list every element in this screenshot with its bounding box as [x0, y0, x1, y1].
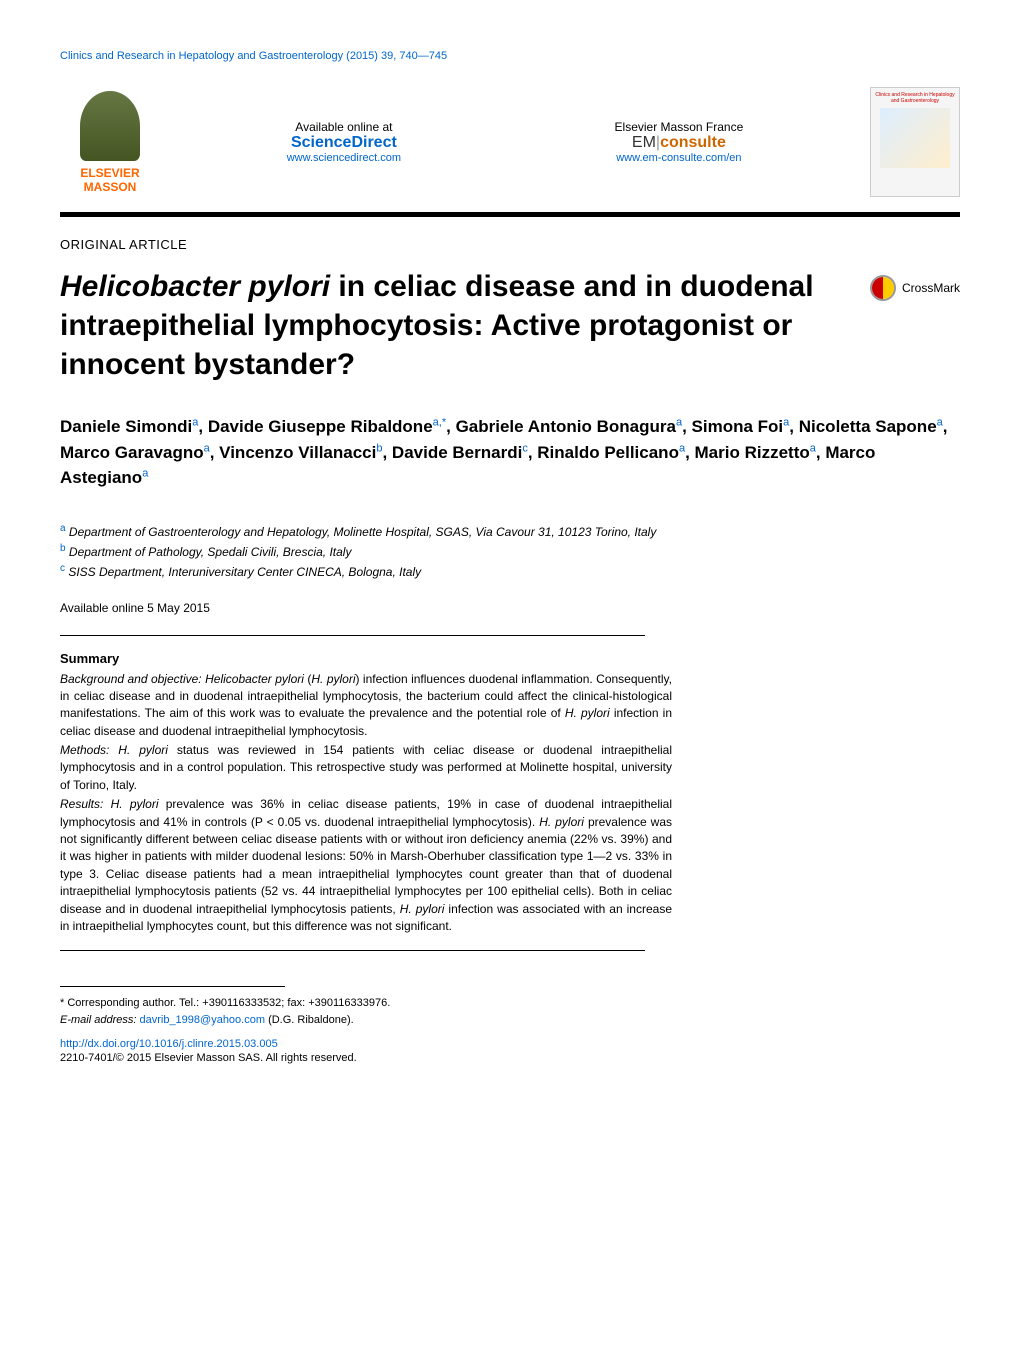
- elsevier-masson-label: Elsevier Masson France: [615, 120, 744, 134]
- header-band: ELSEVIER MASSON Available online at Scie…: [60, 87, 960, 197]
- sciencedirect-url[interactable]: www.sciencedirect.com: [287, 152, 401, 164]
- summary-rule-top: [60, 635, 645, 636]
- emconsulte-block: Elsevier Masson France EM|consulte www.e…: [615, 120, 744, 164]
- crossmark-icon: [870, 275, 896, 301]
- elsevier-tree-icon: [80, 91, 140, 161]
- summary-heading: Summary: [60, 651, 960, 666]
- affiliations-list: a Department of Gastroenterology and Hep…: [60, 521, 960, 581]
- header-middle: Available online at ScienceDirect www.sc…: [180, 120, 850, 164]
- corresponding-line: * Corresponding author. Tel.: +390116333…: [60, 995, 960, 1012]
- summary-body: Background and objective: Helicobacter p…: [60, 671, 672, 936]
- header-rule: [60, 212, 960, 217]
- results-label: Results:: [60, 797, 103, 811]
- footer-rule: [60, 986, 285, 987]
- article-title: Helicobacter pylori in celiac disease an…: [60, 267, 840, 384]
- summary-rule-bottom: [60, 950, 645, 951]
- online-date: Available online 5 May 2015: [60, 601, 960, 615]
- background-label: Background and objective:: [60, 672, 202, 686]
- cover-title: Clinics and Research in Hepatology and G…: [875, 92, 955, 104]
- title-row: Helicobacter pylori in celiac disease an…: [60, 267, 960, 384]
- article-type: ORIGINAL ARTICLE: [60, 237, 960, 252]
- running-header: Clinics and Research in Hepatology and G…: [60, 50, 960, 62]
- doi-link[interactable]: http://dx.doi.org/10.1016/j.clinre.2015.…: [60, 1038, 960, 1050]
- emconsulte-url[interactable]: www.em-consulte.com/en: [615, 152, 744, 164]
- corresponding-author: * Corresponding author. Tel.: +390116333…: [60, 995, 960, 1028]
- methods-label: Methods:: [60, 743, 109, 757]
- results-text: H. pylori prevalence was 36% in celiac d…: [60, 797, 672, 933]
- crossmark-label: CrossMark: [902, 281, 960, 295]
- available-label: Available online at: [287, 120, 401, 134]
- publisher-name-top: ELSEVIER: [80, 166, 139, 180]
- copyright-line: 2210-7401/© 2015 Elsevier Masson SAS. Al…: [60, 1052, 960, 1064]
- email-paren: (D.G. Ribaldone).: [265, 1014, 354, 1026]
- journal-cover-thumbnail: Clinics and Research in Hepatology and G…: [870, 87, 960, 197]
- cover-image-icon: [880, 108, 950, 168]
- publisher-name-bottom: MASSON: [84, 180, 137, 194]
- emconsulte-logo[interactable]: EM|consulte: [615, 134, 744, 152]
- crossmark-badge[interactable]: CrossMark: [870, 275, 960, 301]
- title-italic-species: Helicobacter pylori: [60, 270, 330, 303]
- sciencedirect-block: Available online at ScienceDirect www.sc…: [287, 120, 401, 164]
- em-prefix: EM: [632, 134, 656, 151]
- corresponding-email[interactable]: davrib_1998@yahoo.com: [139, 1014, 265, 1026]
- em-suffix: consulte: [660, 134, 726, 151]
- sciencedirect-logo[interactable]: ScienceDirect: [287, 134, 401, 152]
- authors-list: Daniele Simondia, Davide Giuseppe Ribald…: [60, 414, 960, 491]
- methods-text: H. pylori status was reviewed in 154 pat…: [60, 743, 672, 792]
- email-label: E-mail address:: [60, 1014, 136, 1026]
- publisher-logo: ELSEVIER MASSON: [60, 87, 160, 197]
